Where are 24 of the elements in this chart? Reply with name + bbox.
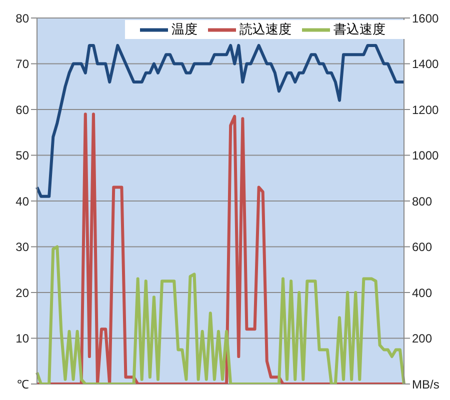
y2-tick-label: 1600 bbox=[412, 11, 440, 26]
legend-label: 温度 bbox=[172, 20, 198, 36]
y2-tick-label: 1200 bbox=[412, 102, 440, 117]
y2-tick-label: 800 bbox=[412, 194, 432, 208]
y-tick-label: 10 bbox=[16, 332, 30, 346]
legend-label: 書込速度 bbox=[334, 20, 386, 36]
y-tick-label: 60 bbox=[16, 102, 30, 117]
y2-tick-label: 1400 bbox=[412, 57, 440, 72]
y2-tick-label: MB/s bbox=[412, 377, 440, 392]
y-tick-label: 30 bbox=[16, 240, 30, 254]
y-tick-label: 20 bbox=[16, 286, 30, 300]
y2-tick-label: 600 bbox=[412, 240, 432, 254]
y-tick-label: 80 bbox=[16, 11, 30, 26]
y2-tick-label: 1000 bbox=[412, 148, 440, 163]
y2-tick-label: 400 bbox=[412, 286, 432, 300]
y2-tick-label: 200 bbox=[412, 332, 432, 346]
line-series bbox=[36, 112, 406, 384]
line-series bbox=[36, 44, 406, 198]
y-tick-label: 40 bbox=[16, 194, 30, 208]
legend-label: 読込速度 bbox=[240, 20, 292, 36]
line-series bbox=[36, 245, 406, 384]
y-tick-label: ℃ bbox=[17, 377, 29, 392]
y-tick-label: 70 bbox=[16, 57, 30, 72]
y-tick-label: 50 bbox=[16, 148, 30, 163]
